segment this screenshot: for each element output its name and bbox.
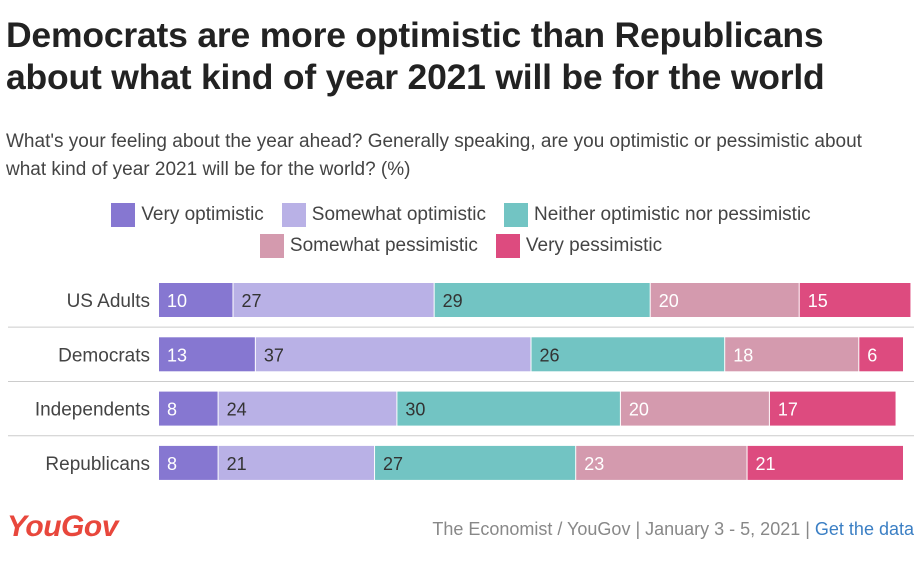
legend-item-very-optimistic: Very optimistic xyxy=(111,203,264,227)
yougov-logo: YouGov xyxy=(7,510,118,543)
stacked-bar-chart: US Adults 10 27 29 20 15 Democrats 13 37 26 18 6 Ind… xyxy=(8,283,914,480)
bar-us-adults-somewhat-optimistic xyxy=(233,283,434,317)
bar-democrats-very-optimistic xyxy=(159,337,255,372)
get-the-data-link[interactable]: Get the data xyxy=(814,519,914,539)
bar-democrats-neither-optimistic-nor-pessimistic xyxy=(531,337,725,372)
legend-label-somewhat-optimistic: Somewhat optimistic xyxy=(311,204,487,225)
value-label-democrats-very-optimistic: 13 xyxy=(167,345,187,365)
value-label-republicans-somewhat-pessimistic: 23 xyxy=(584,454,604,474)
value-label-us-adults-very-pessimistic: 15 xyxy=(808,291,828,311)
value-label-democrats-neither-optimistic-nor-pessimistic: 26 xyxy=(540,345,560,365)
legend-label-somewhat-pessimistic: Somewhat pessimistic xyxy=(289,235,478,256)
value-label-republicans-somewhat-optimistic: 21 xyxy=(227,454,247,474)
category-label-democrats: Democrats xyxy=(58,345,150,366)
bar-republicans-somewhat-pessimistic xyxy=(576,445,747,480)
legend-item-very-pessimistic: Very pessimistic xyxy=(495,234,663,258)
bar-independents-neither-optimistic-nor-pessimistic xyxy=(397,391,620,426)
value-label-republicans-very-pessimistic: 21 xyxy=(756,454,776,474)
bar-us-adults-very-optimistic xyxy=(159,283,233,317)
legend-swatch-very-pessimistic xyxy=(495,234,520,258)
legend-swatch-somewhat-pessimistic xyxy=(259,234,284,258)
bar-independents-very-pessimistic xyxy=(769,391,896,426)
value-label-us-adults-somewhat-pessimistic: 20 xyxy=(659,291,679,311)
bar-republicans-neither-optimistic-nor-pessimistic xyxy=(375,445,576,480)
legend-row-2: Somewhat pessimistic Very pessimistic xyxy=(0,234,922,258)
bar-us-adults-very-pessimistic xyxy=(799,283,911,317)
legend-label-neither: Neither optimistic nor pessimistic xyxy=(534,204,811,225)
bar-independents-somewhat-optimistic xyxy=(218,391,397,426)
bar-us-adults-neither-optimistic-nor-pessimistic xyxy=(434,283,650,317)
category-label-us-adults: US Adults xyxy=(67,291,150,312)
source-note: The Economist / YouGov | January 3 - 5, … xyxy=(432,519,914,540)
value-label-independents-somewhat-pessimistic: 20 xyxy=(629,400,649,420)
value-label-us-adults-neither-optimistic-nor-pessimistic: 29 xyxy=(443,291,463,311)
legend-item-somewhat-pessimistic: Somewhat pessimistic xyxy=(259,234,478,258)
value-label-us-adults-somewhat-optimistic: 27 xyxy=(242,291,262,311)
value-label-independents-very-pessimistic: 17 xyxy=(778,400,798,420)
bar-democrats-somewhat-optimistic xyxy=(255,337,531,372)
value-label-republicans-neither-optimistic-nor-pessimistic: 27 xyxy=(383,454,403,474)
value-label-independents-very-optimistic: 8 xyxy=(167,400,177,420)
category-label-republicans: Republicans xyxy=(45,454,150,475)
value-label-republicans-very-optimistic: 8 xyxy=(167,454,177,474)
value-label-us-adults-very-optimistic: 10 xyxy=(167,291,187,311)
bar-independents-very-optimistic xyxy=(159,391,218,426)
chart-title: Democrats are more optimistic than Repub… xyxy=(6,15,825,97)
legend-row-1: Very optimistic Somewhat optimistic Neit… xyxy=(0,203,922,227)
value-label-independents-neither-optimistic-nor-pessimistic: 30 xyxy=(405,400,425,420)
chart-subtitle: What's your feeling about the year ahead… xyxy=(6,131,862,180)
value-label-independents-somewhat-optimistic: 24 xyxy=(227,400,247,420)
category-label-independents: Independents xyxy=(35,400,150,421)
legend-swatch-somewhat-optimistic xyxy=(281,203,306,227)
source-text: The Economist / YouGov | January 3 - 5, … xyxy=(432,519,810,539)
legend-label-very-optimistic: Very optimistic xyxy=(141,204,264,225)
value-label-democrats-somewhat-pessimistic: 18 xyxy=(733,345,753,365)
bar-republicans-very-pessimistic xyxy=(747,445,903,480)
legend-item-neither: Neither optimistic nor pessimistic xyxy=(504,203,811,227)
bar-independents-somewhat-pessimistic xyxy=(620,391,769,426)
legend-item-somewhat-optimistic: Somewhat optimistic xyxy=(281,203,487,227)
bar-republicans-very-optimistic xyxy=(159,445,218,480)
legend-label-very-pessimistic: Very pessimistic xyxy=(525,235,663,256)
bar-democrats-very-pessimistic xyxy=(859,337,903,372)
bar-democrats-somewhat-pessimistic xyxy=(725,337,859,372)
value-label-democrats-somewhat-optimistic: 37 xyxy=(264,345,284,365)
bar-us-adults-somewhat-pessimistic xyxy=(650,283,799,317)
legend-swatch-neither xyxy=(504,203,529,227)
legend-swatch-very-optimistic xyxy=(111,203,136,227)
value-label-democrats-very-pessimistic: 6 xyxy=(867,345,877,365)
bar-republicans-somewhat-optimistic xyxy=(218,445,375,480)
